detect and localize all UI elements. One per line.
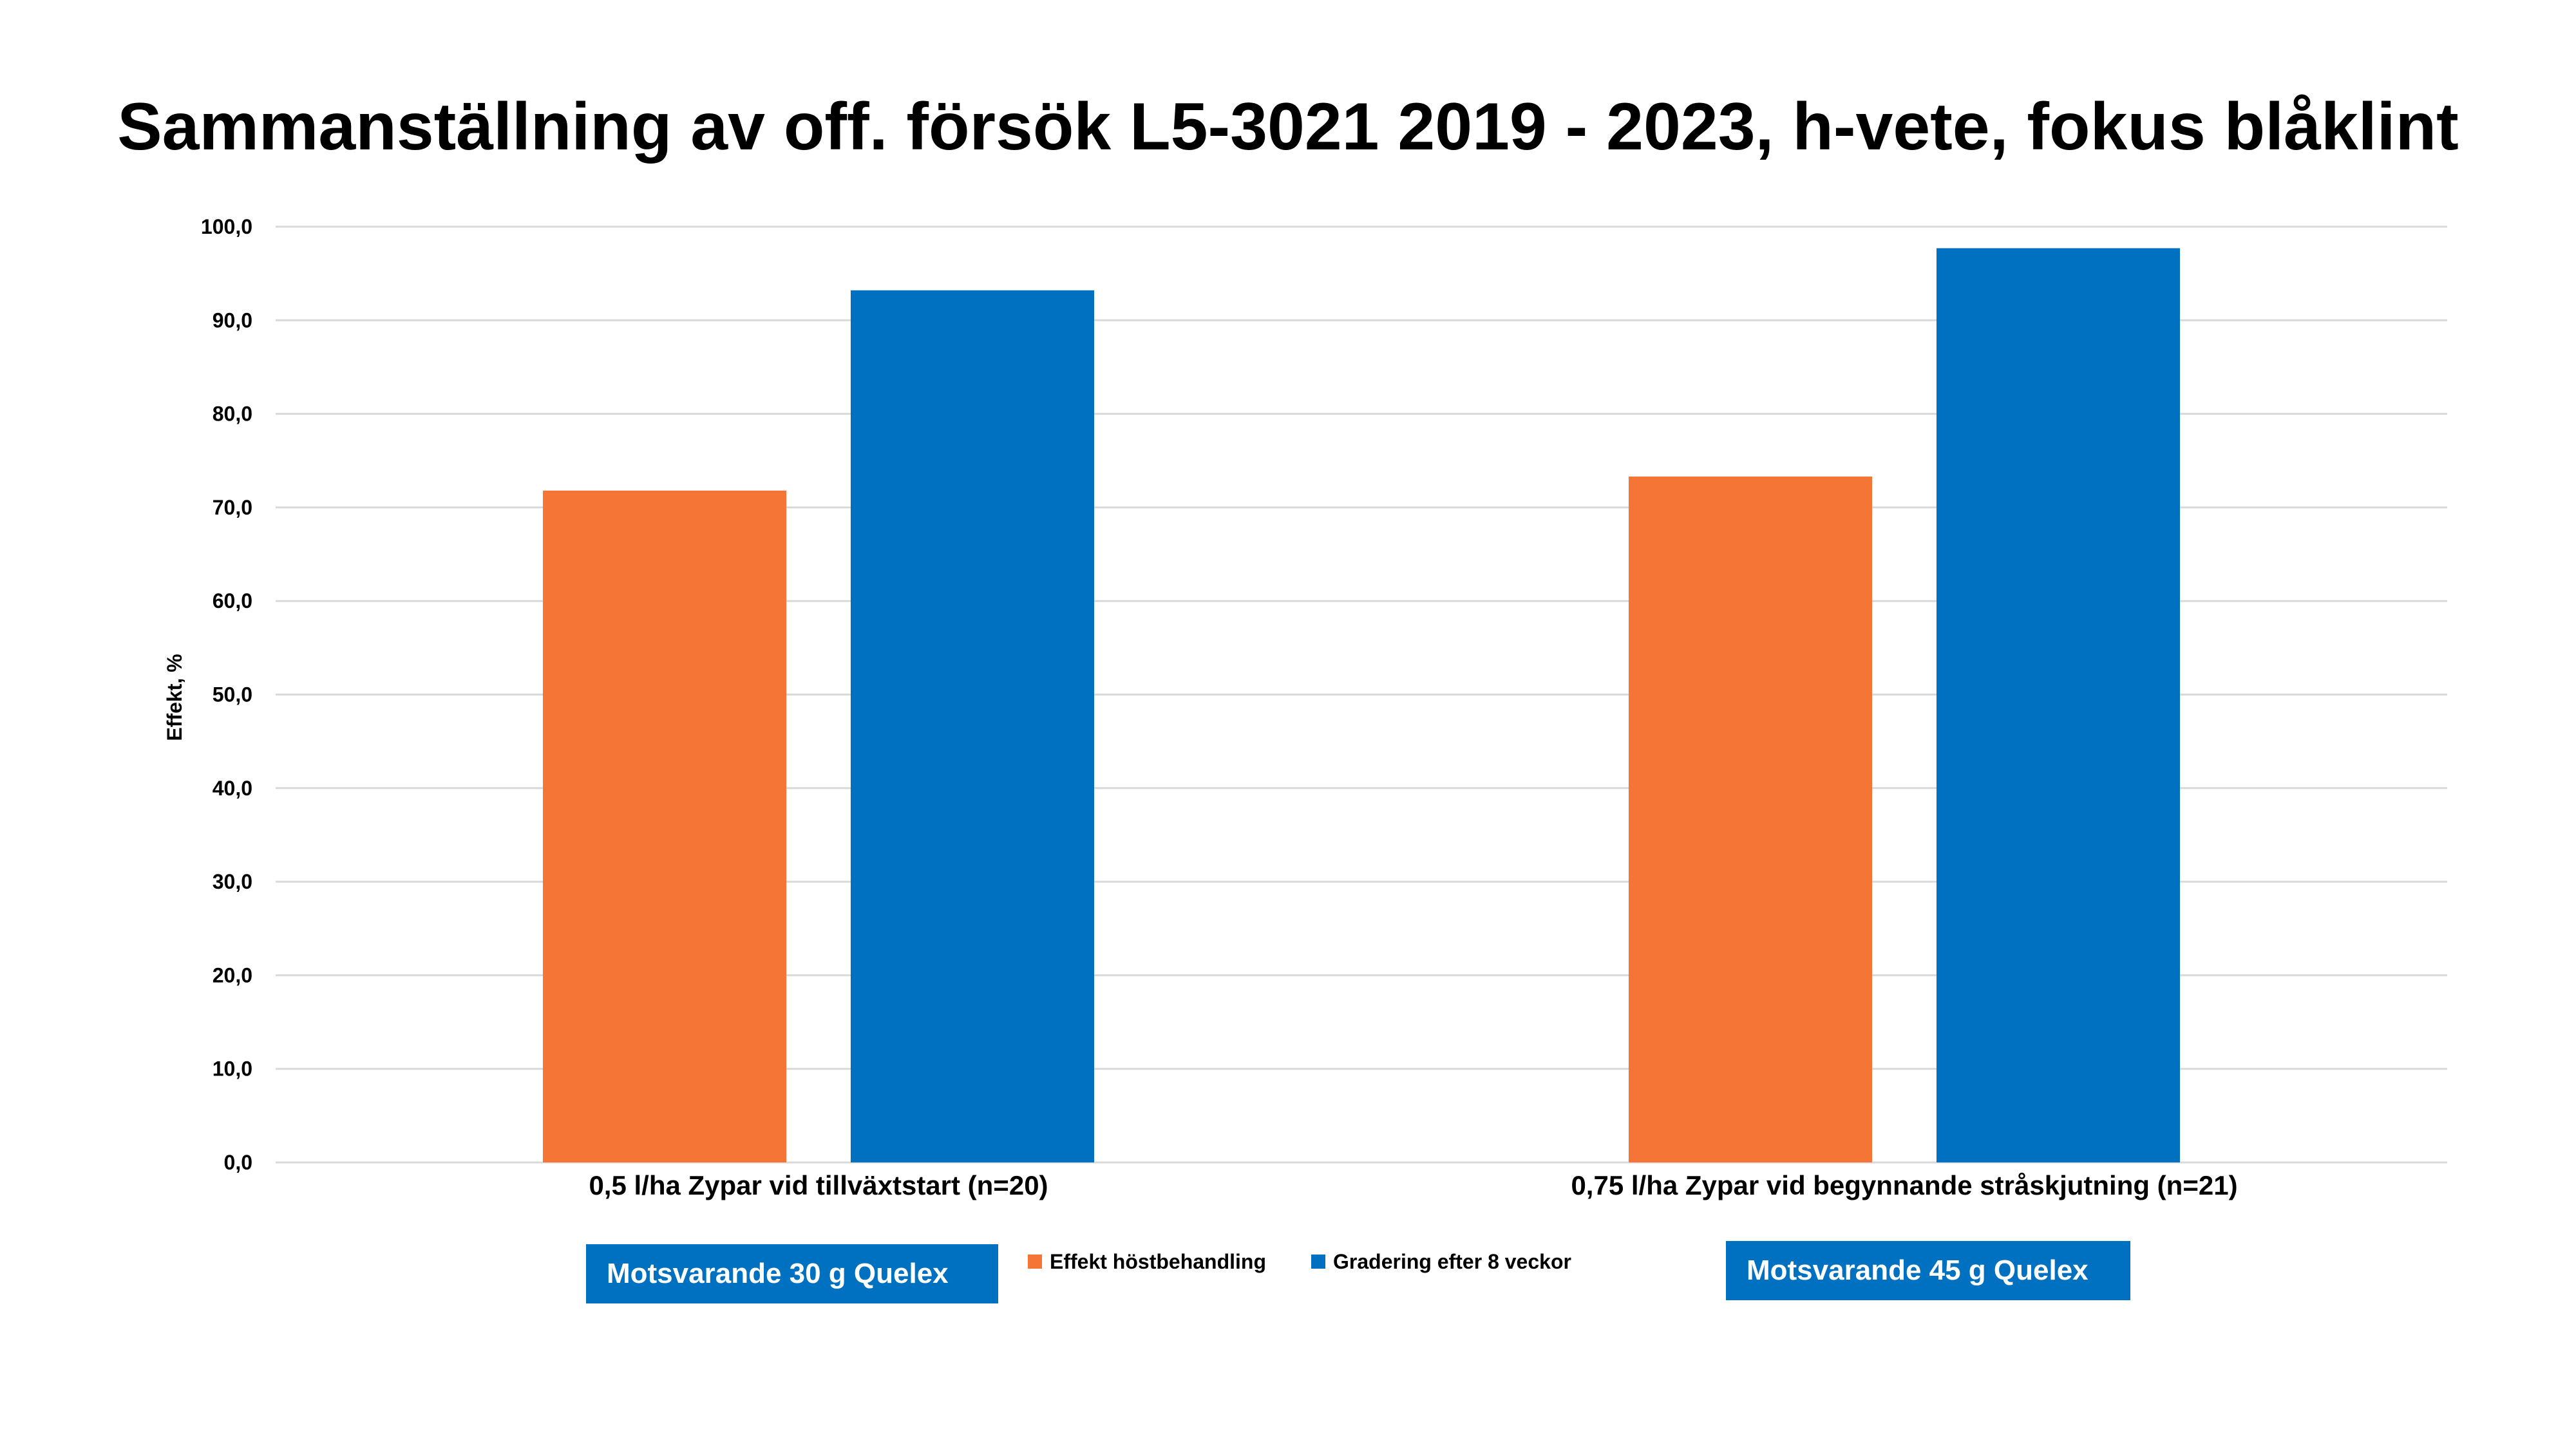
legend: Effekt höstbehandling Gradering efter 8 v… — [1028, 1250, 1571, 1273]
y-tick-label: 90,0 — [213, 308, 252, 332]
note-left-quelex: Motsvarande 30 g Quelex — [586, 1244, 998, 1303]
y-tick-label: 80,0 — [213, 402, 252, 426]
x-axis-category-labels: 0,5 l/ha Zypar vid tillväxtstart (n=20) 0… — [589, 1170, 2237, 1200]
y-tick-label: 60,0 — [213, 589, 252, 612]
y-tick-label: 30,0 — [213, 870, 252, 893]
y-tick-label: 10,0 — [213, 1057, 252, 1081]
x-category-label: 0,75 l/ha Zypar vid begynnande stråskjut… — [1571, 1170, 2237, 1200]
x-category-label: 0,5 l/ha Zypar vid tillväxtstart (n=20) — [589, 1170, 1048, 1200]
legend-label: Gradering efter 8 veckor — [1333, 1250, 1571, 1273]
bar-effekt-hostbehandling-1 — [543, 490, 786, 1162]
y-tick-label: 100,0 — [201, 215, 252, 238]
y-tick-label: 20,0 — [213, 963, 252, 987]
note-right-quelex: Motsvarande 45 g Quelex — [1726, 1241, 2130, 1300]
bars — [543, 248, 2180, 1163]
bar-gradering-8-veckor-1 — [851, 290, 1094, 1163]
legend-label: Effekt höstbehandling — [1050, 1250, 1266, 1273]
bar-gradering-8-veckor-2 — [1937, 248, 2180, 1163]
y-tick-label: 40,0 — [213, 777, 252, 800]
y-tick-label: 50,0 — [213, 683, 252, 706]
y-tick-label: 0,0 — [224, 1151, 252, 1174]
y-axis-ticks: 0,0 10,0 20,0 30,0 40,0 50,0 60,0 70,0 80,0 90,0 1… — [201, 215, 252, 1174]
legend-swatch — [1311, 1255, 1325, 1269]
bar-effekt-hostbehandling-2 — [1629, 476, 1872, 1163]
legend-swatch — [1028, 1255, 1042, 1269]
y-axis-title: Effekt, % — [163, 654, 186, 741]
y-tick-label: 70,0 — [213, 496, 252, 519]
chart-title: Sammanställning av off. försök L5-3021 2… — [117, 90, 2458, 164]
